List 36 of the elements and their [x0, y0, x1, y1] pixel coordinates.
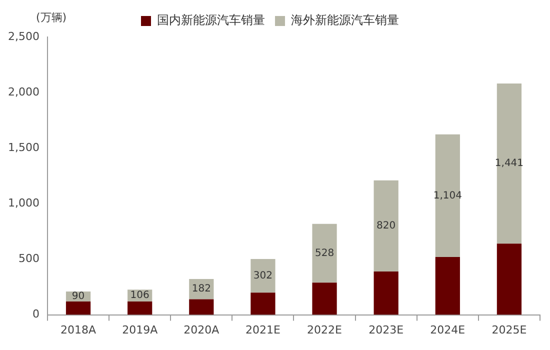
y-tick-label: 0 [32, 308, 40, 321]
bar [189, 299, 214, 315]
bar [250, 292, 276, 315]
bar [496, 84, 522, 244]
y-tick-label: 2,000 [8, 85, 40, 98]
bar [496, 244, 522, 315]
bar [128, 301, 152, 315]
bar [374, 271, 398, 315]
bar [312, 282, 337, 315]
legend-label: 海外新能源汽车销量 [291, 13, 399, 28]
data-label: 302 [253, 270, 273, 282]
bar [435, 257, 460, 315]
bar [435, 134, 460, 258]
data-label: 820 [376, 220, 396, 232]
bar [374, 180, 398, 272]
data-label: 182 [192, 284, 211, 295]
data-label: 106 [130, 290, 150, 302]
bar [250, 259, 276, 293]
bar [66, 301, 91, 315]
y-tick-label: 1,500 [8, 140, 40, 154]
y-axis-title: (万辆) [36, 10, 67, 25]
x-tick-label: 2023E [368, 323, 404, 336]
y-tick-label: 1,000 [8, 196, 40, 210]
x-tick-label: 2020A [184, 323, 220, 336]
y-tick-label: 500 [18, 252, 40, 266]
x-tick-label: 2025E [492, 323, 527, 336]
x-tick-label: 2018A [60, 323, 96, 336]
legend-label: 国内新能源汽车销量 [157, 13, 265, 28]
x-tick-label: 2021E [245, 323, 280, 336]
bar [312, 224, 337, 283]
data-label: 90 [72, 291, 85, 302]
x-tick-label: 2019A [122, 323, 158, 336]
data-label: 528 [314, 248, 334, 259]
x-tick-label: 2024E [430, 323, 466, 336]
x-tick-label: 2022E [307, 323, 342, 336]
y-tick-label: 2,500 [8, 30, 40, 43]
